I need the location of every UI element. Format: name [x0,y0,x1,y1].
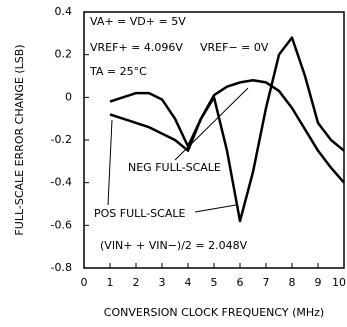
x-tick-label: 10 [332,276,346,289]
x-tick-label: 2 [133,276,140,289]
series-label: NEG FULL-SCALE [128,161,221,174]
annotation: VREF− = 0V [200,41,269,54]
x-tick-label: 5 [211,276,218,289]
series-line [109,79,345,184]
x-tick-label: 7 [263,276,270,289]
x-tick-label: 1 [107,276,114,289]
y-tick-label: 0.2 [55,48,73,61]
x-tick-label: 4 [185,276,192,289]
annotation: (VIN+ + VIN−)/2 = 2.048V [100,239,248,252]
arrow [174,87,249,161]
y-tick-label: -0.2 [51,133,72,146]
arrow [194,204,237,213]
y-axis-label: FULL-SCALE ERROR CHANGE (LSB) [13,44,26,235]
y-tick-label: 0 [65,90,72,103]
x-axis-label: CONVERSION CLOCK FREQUENCY (MHz) [104,306,324,319]
y-tick-label: -0.8 [51,261,72,274]
annotation: VA+ = VD+ = 5V [90,15,186,28]
annotation: TA = 25°C [89,65,147,78]
y-tick-label: -0.4 [51,176,72,189]
y-tick-label: 0.4 [55,5,73,18]
y-tick-label: -0.6 [51,218,72,231]
series-label: POS FULL-SCALE [94,207,185,220]
x-tick-label: 6 [237,276,244,289]
x-tick-label: 3 [159,276,166,289]
arrow [107,119,113,206]
series-line [109,36,345,223]
x-tick-label: 0 [81,276,88,289]
x-tick-label: 9 [315,276,322,289]
annotation: VREF+ = 4.096V [90,41,183,54]
x-tick-label: 8 [289,276,296,289]
